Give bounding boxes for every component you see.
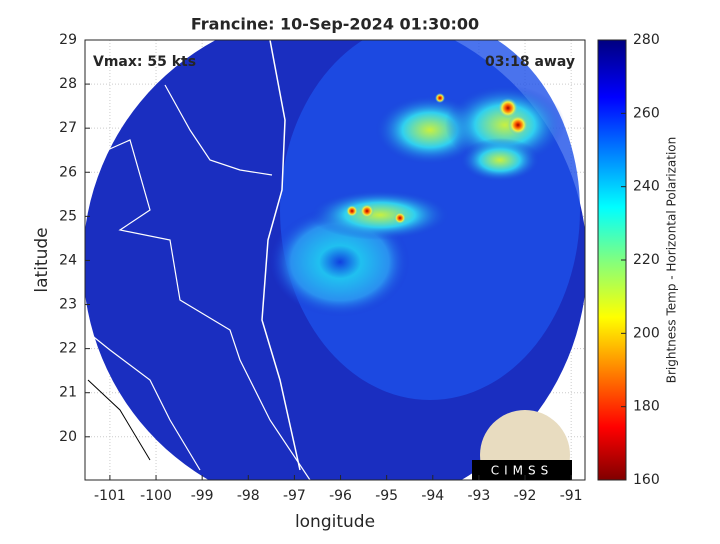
y-tick-label: 20 [59, 429, 77, 445]
y-tick-label: 22 [59, 341, 77, 357]
x-tick-label: -97 [283, 488, 306, 504]
x-tick-label: -93 [467, 488, 490, 504]
satellite-image [85, 40, 585, 480]
x-tick-label: -96 [329, 488, 352, 504]
logo-text: CIMSS [491, 464, 554, 478]
y-tick-label: 28 [59, 76, 77, 92]
colorbar-tick-label: 280 [633, 32, 660, 48]
y-tick-label: 24 [59, 252, 77, 268]
x-axis-label: longitude [295, 512, 375, 532]
colorbar-tick-label: 220 [633, 252, 660, 268]
y-tick-label: 21 [59, 385, 77, 401]
x-tick-label: -100 [140, 488, 172, 504]
x-tick-label: -92 [514, 488, 537, 504]
y-tick-label: 26 [59, 164, 77, 180]
x-tick-label: -91 [560, 488, 583, 504]
colorbar-tick-label: 160 [633, 472, 660, 488]
y-tick-label: 23 [59, 297, 77, 313]
colorbar-tick-label: 200 [633, 325, 660, 341]
colorbar-tick-label: 260 [633, 105, 660, 121]
colorbar-tick-label: 240 [633, 179, 660, 195]
x-tick-label: -99 [191, 488, 214, 504]
x-tick-label: -95 [375, 488, 398, 504]
colorbar-tick-label: 180 [633, 399, 660, 415]
x-tick-label: -98 [237, 488, 260, 504]
vmax-annotation: Vmax: 55 kts [93, 54, 196, 70]
logo: CIMSS [472, 410, 572, 480]
colorbar-label: Brightness Temp - Horizontal Polarizatio… [665, 137, 679, 384]
y-tick-label: 27 [59, 120, 77, 136]
y-tick-label: 29 [59, 32, 77, 48]
time-annotation: 03:18 away [485, 54, 575, 70]
y-axis-label: latitude [32, 227, 52, 292]
x-tick-label: -94 [421, 488, 444, 504]
title: Francine: 10-Sep-2024 01:30:00 [191, 15, 479, 34]
x-tick-label: -101 [94, 488, 126, 504]
y-tick-label: 25 [59, 208, 77, 224]
